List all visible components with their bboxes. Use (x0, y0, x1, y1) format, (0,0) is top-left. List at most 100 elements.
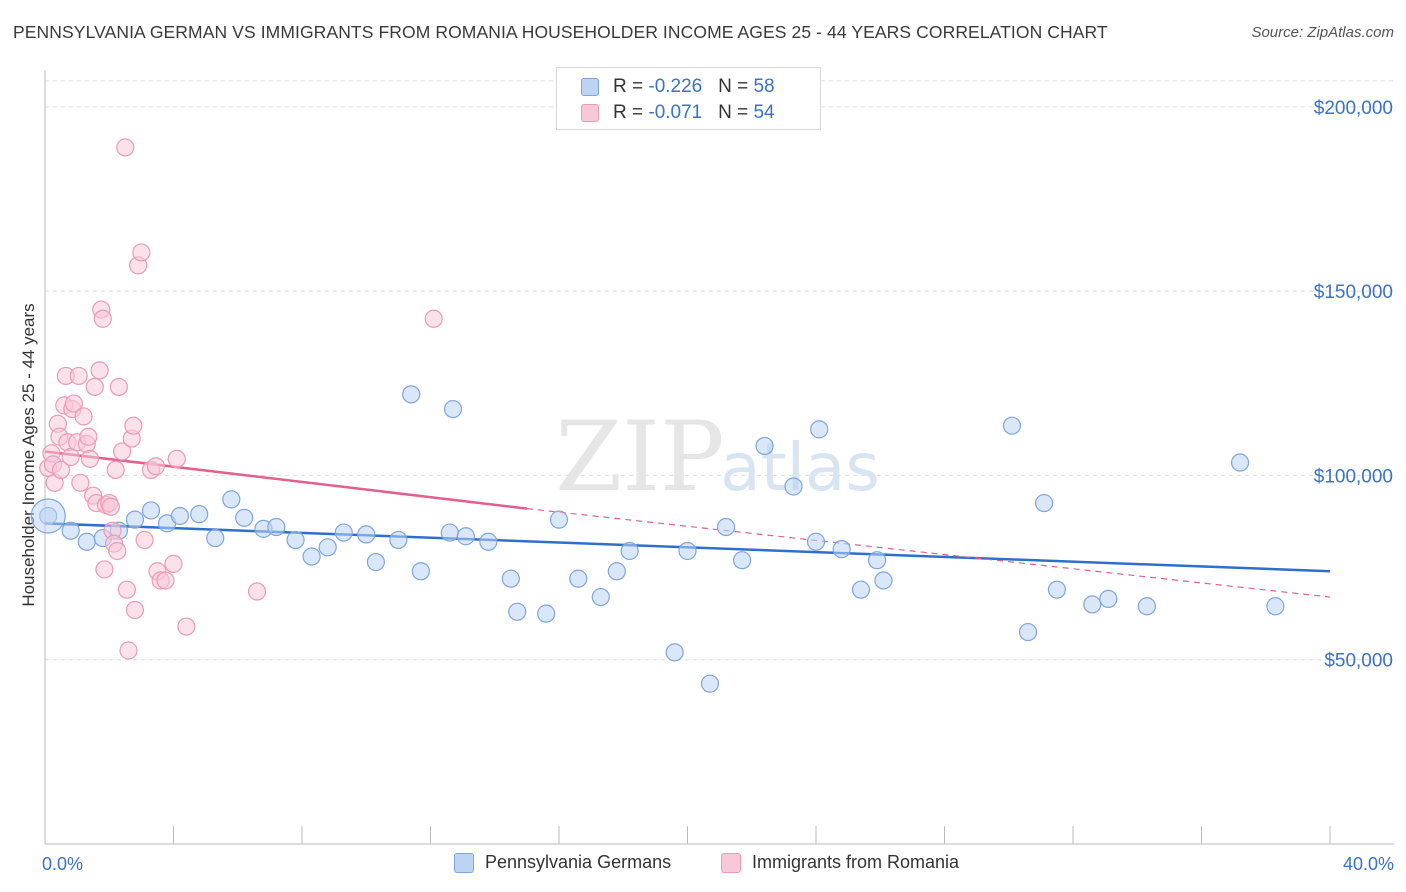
point-pennsylvania-germans (389, 530, 408, 550)
legend-n-label: N = (718, 102, 754, 123)
point-romania (93, 309, 112, 328)
legend-n-value: 54 (753, 102, 775, 123)
point-pennsylvania-germans (222, 490, 241, 509)
point-pennsylvania-germans (267, 517, 286, 537)
point-pennsylvania-germans (402, 385, 421, 404)
point-pennsylvania-germans (357, 525, 376, 544)
point-romania (64, 394, 84, 413)
point-romania (79, 427, 98, 446)
grid-lines (45, 80, 1394, 661)
legend-r-label: R = (613, 102, 649, 123)
point-pennsylvania-germans (141, 501, 161, 520)
point-pennsylvania-germans (302, 547, 321, 566)
point-pennsylvania-germans (125, 510, 145, 529)
legend-label: Immigrants from Romania (752, 852, 960, 872)
point-pennsylvania-germans (537, 604, 556, 623)
x-tick-label: 0.0% (42, 854, 83, 874)
point-pennsylvania-germans (440, 523, 459, 542)
point-pennsylvania-germans (1018, 622, 1038, 642)
point-romania (117, 580, 137, 599)
point-pennsylvania-germans (810, 420, 829, 439)
point-romania (156, 571, 175, 590)
point-pennsylvania-germans (77, 532, 96, 551)
point-romania (146, 457, 165, 476)
point-pennsylvania-germans (678, 541, 697, 561)
point-pennsylvania-germans (206, 528, 225, 548)
chart-source: Source: ZipAtlas.com (1251, 24, 1394, 41)
point-romania (74, 407, 93, 426)
legend-n-label: N = (718, 76, 754, 97)
point-pennsylvania-germans (620, 541, 639, 561)
point-pennsylvania-germans (501, 569, 520, 588)
point-pennsylvania-germans (1002, 416, 1022, 435)
point-pennsylvania-germans (334, 523, 353, 542)
legend-swatch-pink (581, 104, 599, 122)
point-romania (177, 617, 196, 636)
point-pennsylvania-germans (508, 602, 527, 621)
point-pennsylvania-germans (235, 508, 254, 527)
chart-title: PENNSYLVANIA GERMAN VS IMMIGRANTS FROM R… (13, 22, 1108, 42)
point-romania (85, 377, 104, 397)
legend-r-value: -0.071 (648, 102, 703, 123)
x-tick-label: 40.0% (1343, 854, 1394, 874)
trend-line-romania-extension (526, 508, 1331, 598)
point-pennsylvania-germans (549, 510, 569, 529)
point-pennsylvania-germans (456, 527, 475, 546)
point-romania (167, 449, 186, 468)
legend-swatch-pink (721, 853, 741, 873)
point-pennsylvania-germans (30, 498, 66, 534)
point-pennsylvania-germans (867, 551, 887, 570)
point-romania (132, 243, 151, 262)
point-romania (112, 442, 132, 461)
tick-labels: $50,000 $100,000 $150,000 $200,000 0.0% 40.0% (42, 98, 1394, 874)
point-pennsylvania-germans (806, 532, 826, 551)
point-romania (71, 473, 90, 492)
point-romania (90, 361, 109, 380)
y-tick-label: $100,000 (1314, 466, 1393, 487)
watermark: ZIP atlas (555, 401, 879, 513)
point-pennsylvania-germans (832, 540, 851, 559)
point-pennsylvania-germans (1137, 597, 1156, 616)
point-pennsylvania-germans (190, 505, 209, 524)
point-pennsylvania-germans (607, 562, 626, 581)
point-romania (106, 460, 125, 479)
point-pennsylvania-germans (784, 477, 803, 496)
point-pennsylvania-germans (1047, 580, 1067, 599)
point-pennsylvania-germans (318, 538, 337, 557)
y-tick-label: $200,000 (1314, 98, 1393, 119)
point-romania (80, 449, 100, 468)
point-romania (135, 530, 154, 550)
point-romania (124, 416, 143, 435)
point-pennsylvania-germans (591, 587, 610, 607)
point-pennsylvania-germans (286, 530, 305, 550)
watermark-zip: ZIP (555, 401, 724, 513)
axes (44, 70, 1394, 845)
point-pennsylvania-germans (479, 532, 498, 551)
point-romania (108, 541, 127, 561)
point-romania (109, 377, 128, 397)
data-points (30, 138, 1285, 693)
point-pennsylvania-germans (1034, 493, 1054, 513)
point-pennsylvania-germans (851, 580, 871, 599)
legend-swatch-blue (581, 78, 599, 96)
point-pennsylvania-germans (170, 506, 190, 526)
point-pennsylvania-germans (1266, 597, 1285, 616)
point-pennsylvania-germans (569, 569, 588, 588)
point-romania (116, 138, 135, 157)
point-pennsylvania-germans (411, 562, 430, 581)
point-pennsylvania-germans (443, 399, 463, 419)
point-romania (69, 366, 88, 386)
legend-n-value: 58 (753, 76, 775, 97)
point-romania (424, 309, 443, 328)
point-pennsylvania-germans (1083, 595, 1102, 614)
stats-legend: R = -0.226 N = 58 R = -0.071 N = 54 (556, 67, 821, 130)
point-romania (164, 554, 183, 573)
trend-line-romania (44, 450, 528, 510)
point-romania (51, 460, 71, 479)
point-pennsylvania-germans (716, 517, 736, 537)
point-pennsylvania-germans (755, 436, 774, 456)
point-pennsylvania-germans (61, 521, 80, 540)
point-romania (101, 497, 120, 516)
y-tick-label: $150,000 (1314, 282, 1393, 303)
